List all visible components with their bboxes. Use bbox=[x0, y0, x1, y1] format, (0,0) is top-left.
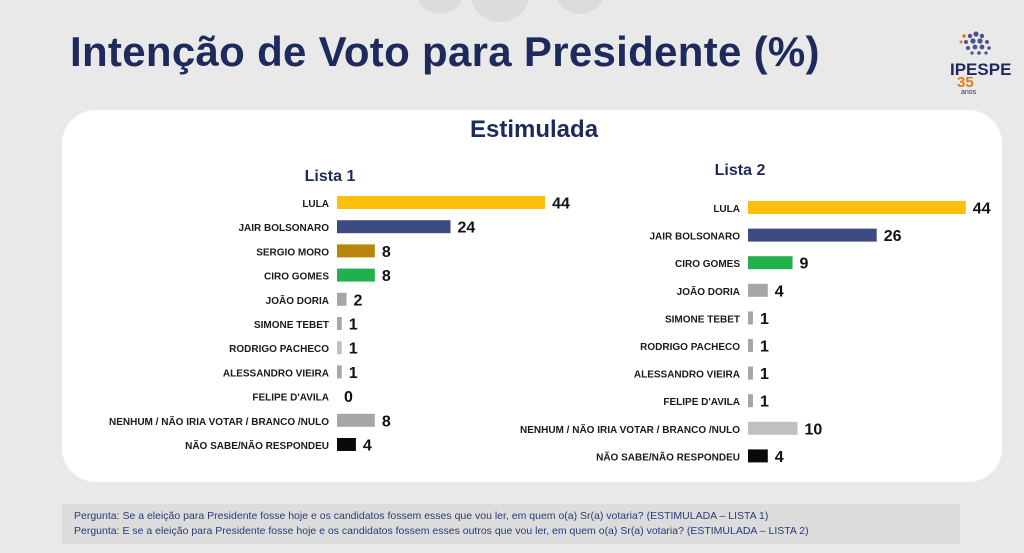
bar bbox=[337, 341, 342, 355]
value-label: 24 bbox=[458, 220, 476, 237]
category-label: LULA bbox=[302, 199, 329, 210]
category-label: RODRIGO PACHECO bbox=[640, 342, 740, 353]
value-label: 1 bbox=[760, 366, 769, 383]
category-label: JAIR BOLSONARO bbox=[649, 232, 740, 243]
category-label: SIMONE TEBET bbox=[254, 320, 329, 331]
bar bbox=[337, 413, 375, 427]
value-label: 44 bbox=[552, 196, 570, 213]
bar bbox=[337, 438, 356, 451]
value-label: 1 bbox=[760, 394, 769, 411]
category-label: LULA bbox=[713, 204, 740, 215]
bar bbox=[748, 366, 753, 380]
value-label: 4 bbox=[363, 438, 372, 455]
chart-title: Lista 2 bbox=[715, 162, 766, 179]
bar bbox=[337, 365, 342, 379]
category-label: ALESSANDRO VIEIRA bbox=[634, 370, 740, 381]
bar bbox=[748, 339, 753, 352]
logo-years-label: anos bbox=[961, 89, 977, 96]
category-label: SERGIO MORO bbox=[256, 247, 329, 258]
value-label: 1 bbox=[760, 339, 769, 356]
value-label: 8 bbox=[382, 268, 391, 285]
bar bbox=[748, 283, 768, 297]
bar bbox=[337, 220, 451, 234]
category-label: ALESSANDRO VIEIRA bbox=[223, 368, 329, 379]
category-label: NENHUM / NÃO IRIA VOTAR / BRANCO /NULO bbox=[520, 423, 740, 436]
logo-years: 35 bbox=[957, 74, 974, 91]
value-label: 1 bbox=[760, 311, 769, 328]
bar bbox=[748, 256, 793, 270]
value-label: 8 bbox=[382, 413, 391, 430]
value-label: 1 bbox=[349, 365, 358, 382]
bar bbox=[337, 196, 546, 209]
category-label: NENHUM / NÃO IRIA VOTAR / BRANCO /NULO bbox=[109, 415, 329, 428]
category-label: JAIR BOLSONARO bbox=[238, 223, 329, 234]
bar bbox=[748, 201, 966, 214]
bar bbox=[337, 244, 375, 258]
chart-subtitle: Estimulada bbox=[470, 116, 599, 143]
logo-name: IPESPE bbox=[950, 60, 1012, 79]
ipespe-logo-icon bbox=[959, 31, 991, 55]
bar bbox=[748, 449, 768, 463]
value-label: 2 bbox=[353, 292, 362, 309]
footer-question-1: Pergunta: Se a eleição para Presidente f… bbox=[74, 510, 769, 522]
category-label: RODRIGO PACHECO bbox=[229, 344, 329, 355]
bar bbox=[337, 317, 342, 330]
value-label: 4 bbox=[775, 449, 784, 466]
bar bbox=[748, 421, 798, 435]
footer-question-2: Pergunta: E se a eleição para Presidente… bbox=[74, 525, 809, 537]
category-label: NÃO SABE/NÃO RESPONDEU bbox=[596, 450, 740, 463]
bar bbox=[337, 268, 375, 282]
category-label: FELIPE D'AVILA bbox=[252, 393, 329, 404]
value-label: 26 bbox=[884, 228, 902, 245]
category-label: CIRO GOMES bbox=[264, 272, 329, 283]
bar bbox=[748, 311, 753, 325]
value-label: 4 bbox=[775, 283, 784, 300]
value-label: 10 bbox=[805, 421, 823, 438]
category-label: CIRO GOMES bbox=[675, 259, 740, 270]
value-label: 1 bbox=[349, 341, 358, 358]
value-label: 0 bbox=[344, 389, 353, 406]
bar bbox=[748, 394, 753, 408]
value-label: 9 bbox=[800, 256, 809, 273]
chart-title: Lista 1 bbox=[305, 168, 356, 185]
bar bbox=[337, 292, 347, 306]
category-label: SIMONE TEBET bbox=[665, 314, 740, 325]
category-label: NÃO SABE/NÃO RESPONDEU bbox=[185, 439, 329, 452]
value-label: 8 bbox=[382, 244, 391, 261]
value-label: 1 bbox=[349, 317, 358, 334]
bar bbox=[748, 228, 877, 242]
category-label: FELIPE D'AVILA bbox=[663, 397, 740, 408]
category-label: JOÃO DORIA bbox=[266, 294, 329, 307]
chart-panel bbox=[62, 110, 1002, 482]
category-label: JOÃO DORIA bbox=[677, 285, 740, 298]
page-title: Intenção de Voto para Presidente (%) bbox=[70, 28, 820, 75]
footer-notes bbox=[62, 504, 960, 544]
value-label: 44 bbox=[973, 201, 991, 218]
